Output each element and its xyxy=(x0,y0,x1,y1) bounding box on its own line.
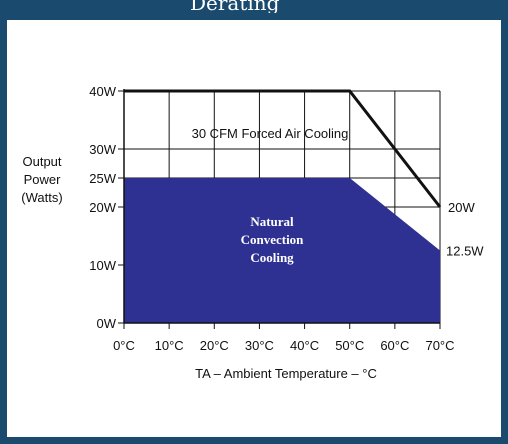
x-tick-label: 60°C xyxy=(380,338,409,353)
forced-air-label: 30 CFM Forced Air Cooling xyxy=(192,126,349,141)
natural-convection-label: Natural xyxy=(250,214,294,229)
x-tick-label: 30°C xyxy=(245,338,274,353)
x-tick-label: 0°C xyxy=(113,338,135,353)
forced-air-line xyxy=(124,89,442,208)
x-tick-label: 40°C xyxy=(290,338,319,353)
x-tick-label: 70°C xyxy=(425,338,454,353)
x-tick-label: 50°C xyxy=(335,338,364,353)
x-axis-title: TA – Ambient Temperature – °C xyxy=(195,366,377,381)
y-tick-label: 10W xyxy=(89,258,116,273)
y-tick-label: 30W xyxy=(89,142,116,157)
natural-convection-label: Cooling xyxy=(250,250,294,265)
chart-title: Derating xyxy=(190,0,280,13)
axes xyxy=(118,89,441,329)
y-axis-title: Output xyxy=(22,154,61,169)
labels: 0W 10W 20W 25W 30W 40W 0°C 10°C 20°C 30°C 40°C 50°C… xyxy=(21,84,484,381)
y-axis-title: Power xyxy=(24,172,62,187)
forced-air-end-label: 20W xyxy=(448,200,475,215)
natural-convection-end-label: 12.5W xyxy=(446,244,484,259)
title-bar: Derating xyxy=(0,0,508,20)
natural-convection-area xyxy=(124,178,440,323)
natural-convection-label: Convection xyxy=(241,232,305,247)
y-axis-title: (Watts) xyxy=(21,190,62,205)
y-tick-label: 25W xyxy=(89,171,116,186)
y-tick-label: 0W xyxy=(97,316,117,331)
x-tick-label: 10°C xyxy=(155,338,184,353)
y-tick-label: 20W xyxy=(89,200,116,215)
y-tick-label: 40W xyxy=(89,84,116,99)
x-tick-label: 20°C xyxy=(200,338,229,353)
